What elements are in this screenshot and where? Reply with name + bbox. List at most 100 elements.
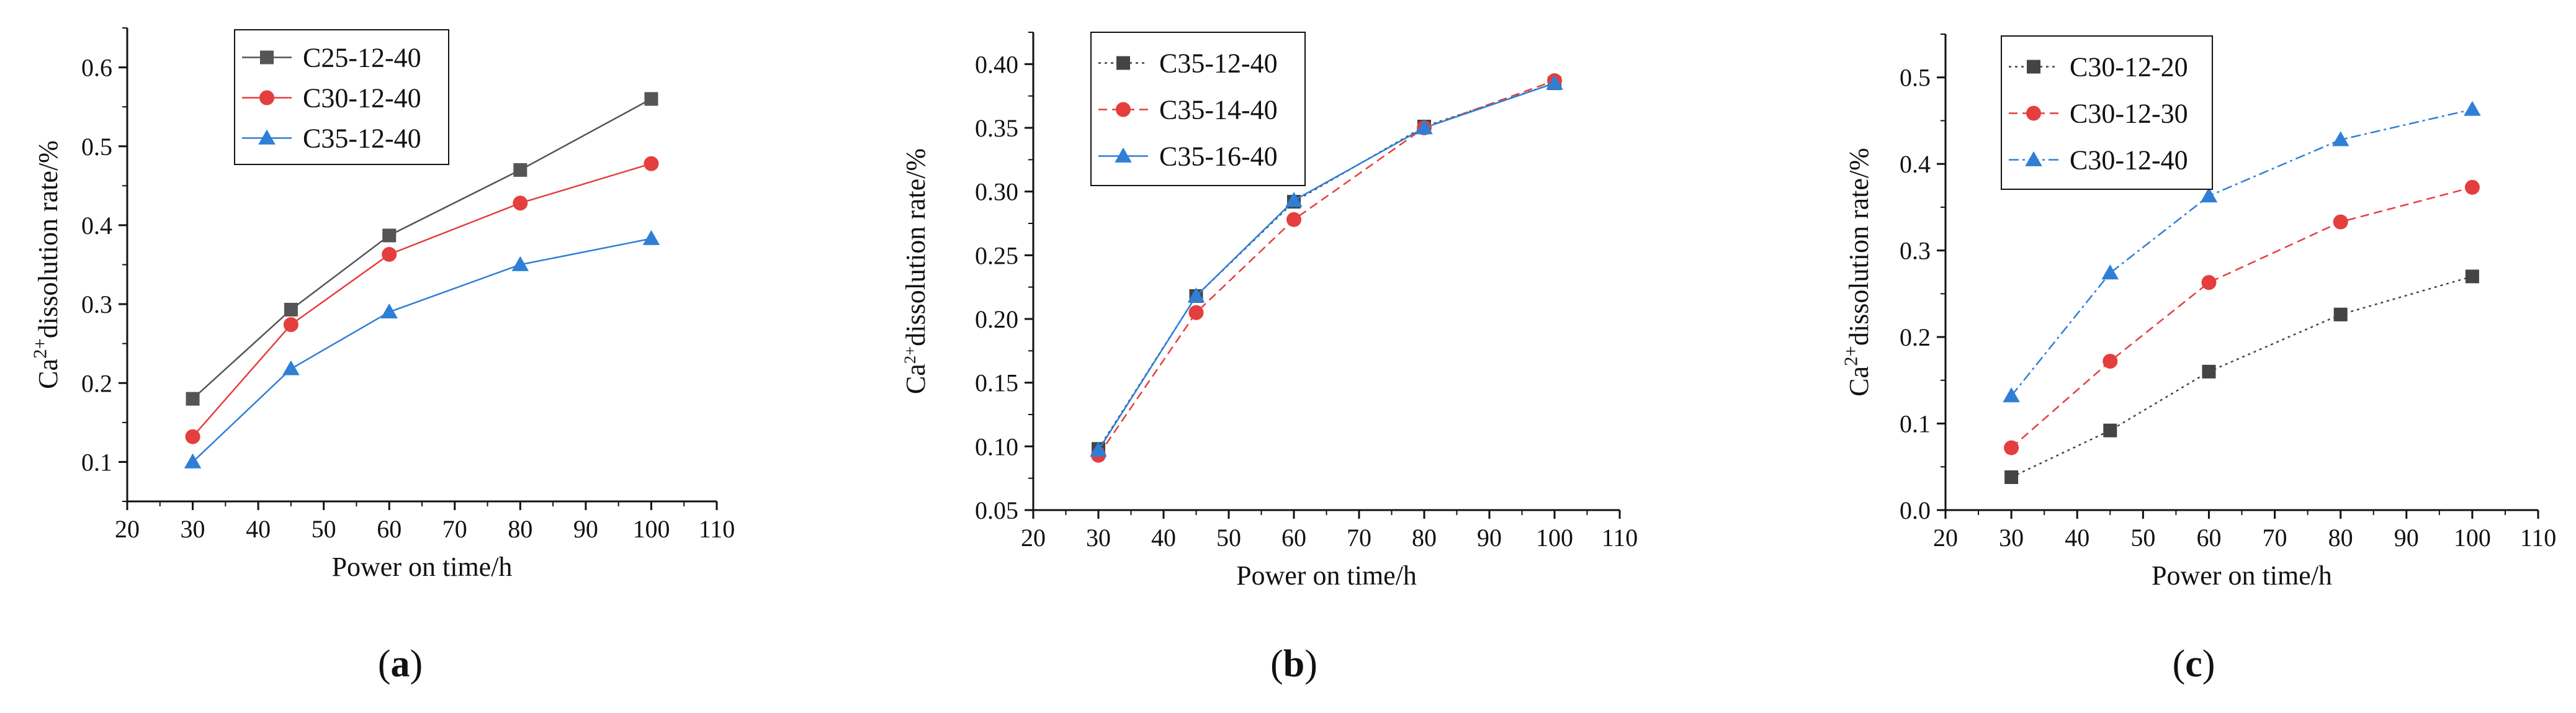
x-tick-label: 30: [1086, 524, 1111, 552]
series-line-C30-12-20: [2011, 276, 2473, 478]
x-tick-label: 70: [2263, 524, 2287, 552]
x-axis-label: Power on time/h: [1236, 560, 1417, 591]
caption-close: ): [1304, 643, 1317, 685]
x-tick-label: 30: [181, 515, 205, 543]
data-point-C30-12-40: [382, 246, 397, 262]
caption: (b): [1270, 643, 1317, 685]
data-point-C35-12-40: [380, 303, 398, 319]
x-tick-label: 100: [1536, 524, 1573, 552]
y-tick-label: 0.35: [975, 114, 1018, 142]
data-point-C35-12-40: [184, 453, 202, 469]
data-point-C30-12-40: [2464, 101, 2481, 116]
x-tick-label: 40: [2065, 524, 2089, 552]
data-point-C30-12-30: [2333, 214, 2348, 230]
legend-marker-C25-12-40: [260, 50, 274, 65]
x-tick-label: 50: [312, 515, 336, 543]
caption-open: (: [378, 643, 391, 685]
x-tick-label: 60: [2196, 524, 2221, 552]
y-axis-label-base: Ca: [900, 364, 931, 394]
y-tick-label: 0.5: [1900, 64, 1931, 92]
data-point-C30-12-40: [2200, 187, 2218, 203]
caption-close: ): [2202, 643, 2215, 685]
x-tick-label: 90: [573, 515, 598, 543]
y-tick-label: 0.1: [1900, 410, 1931, 438]
data-point-C30-12-20: [2004, 470, 2019, 485]
y-axis-label-base: Ca: [33, 359, 63, 389]
y-axis-label-sup: 2+: [29, 338, 50, 359]
data-point-C35-16-40: [1416, 119, 1433, 135]
data-point-C30-12-20: [2465, 269, 2479, 284]
legend-label: C25-12-40: [303, 43, 421, 73]
series-line-C35-12-40: [192, 238, 652, 463]
x-tick-label: 80: [2328, 524, 2353, 552]
data-point-C30-12-40: [2003, 387, 2020, 403]
x-tick-label: 20: [1933, 524, 1958, 552]
x-tick-label: 40: [246, 515, 271, 543]
data-point-C30-12-30: [2464, 179, 2480, 195]
legend-label: C30-12-40: [303, 83, 421, 114]
chart-a: 20 30 40 50 60 70 80 90 100 110 0.1 0.2 0.3 0.4 0.5 0.6…: [29, 27, 735, 685]
y-tick-label: 0.10: [975, 433, 1018, 460]
legend-label: C30-12-20: [2070, 52, 2188, 83]
data-point-C30-12-20: [2103, 423, 2117, 437]
y-axis-label: Ca2+dissolution rate/%: [900, 148, 931, 394]
x-tick-label: 30: [1999, 524, 2024, 552]
legend-label: C30-12-30: [2070, 99, 2188, 129]
x-tick-label: 70: [1347, 524, 1371, 552]
legend-marker-C35-16-40: [1115, 147, 1132, 163]
legend-label: C35-14-40: [1159, 95, 1278, 125]
caption-open: (: [1270, 643, 1283, 685]
x-tick-label: 90: [1477, 524, 1502, 552]
data-point-C35-16-40: [1285, 192, 1303, 207]
data-point-C35-16-40: [1090, 441, 1107, 457]
data-point-C30-12-40: [513, 195, 528, 211]
data-point-C30-12-40: [644, 156, 659, 171]
legend-marker-C35-14-40: [1116, 102, 1131, 117]
caption: (c): [2173, 643, 2215, 685]
chart-b: 20 30 40 50 60 70 80 90 100 110 0.05 0.10 0.15 0.20 0.…: [900, 32, 1638, 685]
y-tick-label: 0.5: [81, 133, 112, 161]
x-tick-label: 80: [508, 515, 532, 543]
y-axis-label-rest: dissolution rate/%: [1844, 148, 1874, 346]
y-tick-label: 0.25: [975, 241, 1018, 269]
data-point-C25-12-40: [284, 302, 298, 316]
data-point-C30-12-40: [2331, 131, 2349, 146]
data-point-C35-16-40: [1187, 287, 1205, 303]
legend-marker-C35-12-40: [258, 129, 276, 145]
legend-label: C35-16-40: [1159, 141, 1278, 172]
y-axis-label: Ca2+dissolution rate/%: [1840, 148, 1874, 397]
data-point-C30-12-40: [185, 429, 200, 444]
legend-marker-C30-12-30: [2026, 105, 2041, 121]
series-line-C30-12-30: [2011, 186, 2473, 449]
data-point-C30-12-30: [2201, 275, 2217, 290]
data-point-C35-14-40: [1286, 212, 1301, 227]
data-point-C25-12-40: [513, 163, 527, 177]
y-tick-label: 0.05: [975, 496, 1018, 524]
y-axis-label-rest: dissolution rate/%: [900, 148, 931, 346]
y-axis-label-rest: dissolution rate/%: [33, 140, 63, 338]
x-tick-label: 60: [377, 515, 402, 543]
legend-label: C35-12-40: [303, 123, 421, 154]
legend-label: C35-12-40: [1159, 48, 1278, 79]
x-axis-label: Power on time/h: [2152, 560, 2332, 591]
legend-label: C30-12-40: [2070, 145, 2188, 176]
y-tick-label: 0.20: [975, 305, 1018, 333]
y-axis-label-sup: 2+: [1840, 346, 1861, 366]
y-tick-label: 0.6: [81, 54, 112, 82]
data-point-C30-12-20: [2333, 307, 2348, 321]
legend-marker-C30-12-20: [2027, 60, 2040, 74]
legend-marker-C30-12-40: [259, 90, 274, 105]
x-tick-label: 100: [632, 515, 670, 543]
caption-letter: c: [2185, 643, 2202, 685]
y-tick-label: 0.30: [975, 178, 1018, 206]
data-point-C25-12-40: [186, 392, 200, 406]
y-tick-label: 0.1: [81, 448, 112, 476]
caption-open: (: [2173, 643, 2186, 685]
y-tick-label: 0.0: [1900, 496, 1931, 524]
x-tick-label: 110: [1602, 524, 1638, 552]
data-point-C25-12-40: [644, 92, 658, 106]
x-tick-label: 110: [699, 515, 735, 543]
legend-marker-C30-12-40: [2025, 151, 2042, 166]
y-axis-label: Ca2+dissolution rate/%: [29, 140, 63, 389]
